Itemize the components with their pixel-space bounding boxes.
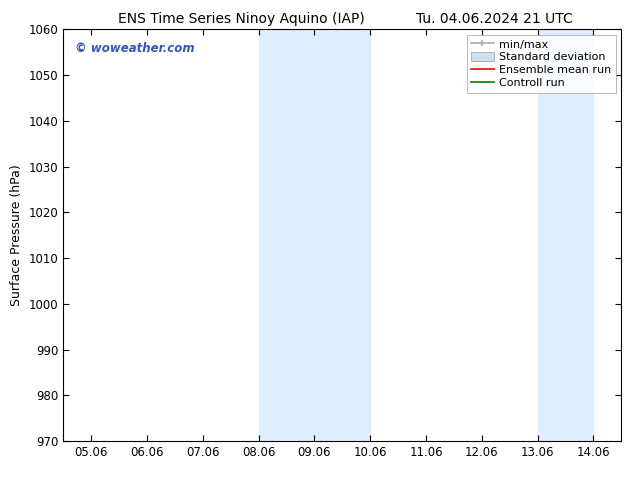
Text: © woweather.com: © woweather.com [75,42,194,55]
Y-axis label: Surface Pressure (hPa): Surface Pressure (hPa) [10,164,23,306]
Text: Tu. 04.06.2024 21 UTC: Tu. 04.06.2024 21 UTC [416,12,573,26]
Text: ENS Time Series Ninoy Aquino (IAP): ENS Time Series Ninoy Aquino (IAP) [117,12,365,26]
Bar [259,29,370,441]
Bar [538,29,593,441]
Legend: min/max, Standard deviation, Ensemble mean run, Controll run: min/max, Standard deviation, Ensemble me… [467,35,616,93]
